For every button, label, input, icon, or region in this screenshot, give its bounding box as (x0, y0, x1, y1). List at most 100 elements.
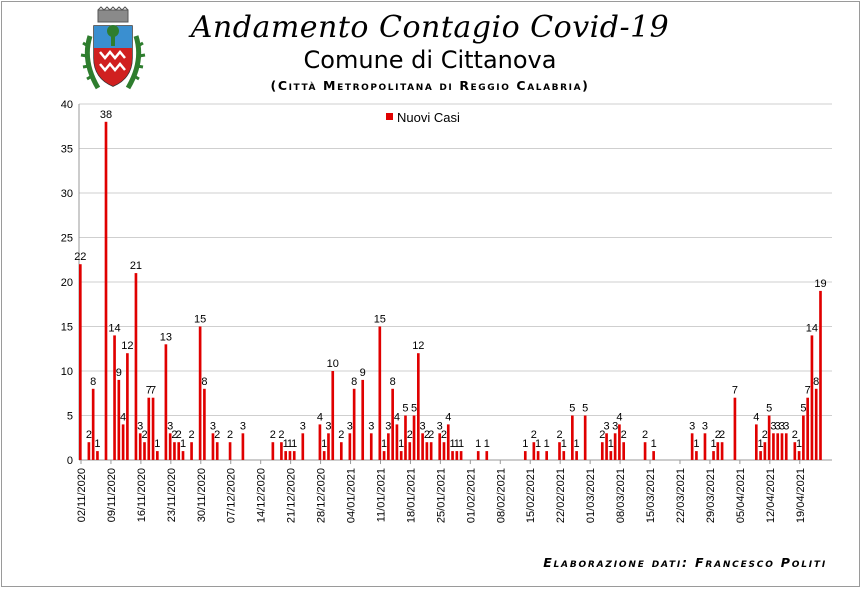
x-tick-label: 16/11/2020 (136, 468, 148, 522)
data-label: 2 (428, 429, 434, 441)
bar (425, 442, 429, 460)
data-label: 12 (412, 340, 424, 352)
data-label: 3 (420, 420, 426, 432)
data-label: 1 (94, 438, 100, 450)
data-label: 1 (321, 438, 327, 450)
data-label: 1 (535, 438, 541, 450)
bar (759, 451, 762, 460)
y-tick-label: 35 (61, 144, 73, 156)
data-label: 2 (719, 429, 725, 441)
y-tick-label: 40 (61, 99, 73, 111)
bar (545, 451, 548, 460)
data-label: 3 (770, 420, 776, 432)
bar (408, 442, 412, 460)
data-label: 2 (441, 429, 447, 441)
bar (558, 442, 561, 460)
bar (352, 388, 356, 460)
legend: Nuovi Casi (386, 110, 460, 125)
x-tick-label: 07/12/2020 (226, 468, 238, 523)
bar (339, 442, 343, 460)
bar (361, 379, 365, 460)
bar (442, 442, 446, 460)
data-label: 15 (194, 314, 206, 326)
data-label: 2 (762, 429, 768, 441)
data-label: 4 (120, 411, 126, 423)
bar (301, 433, 305, 460)
bar (802, 415, 805, 460)
data-label: 2 (621, 429, 627, 441)
x-tick-label: 01/02/2021 (465, 468, 477, 523)
bar (703, 433, 707, 460)
data-label: 3 (368, 420, 374, 432)
y-tick-label: 30 (61, 188, 73, 200)
bar (767, 415, 771, 460)
data-label: 7 (805, 385, 811, 397)
bar (96, 451, 99, 460)
data-label: 7 (150, 385, 156, 397)
data-label: 3 (783, 420, 789, 432)
bar (784, 433, 788, 460)
bar (733, 397, 737, 460)
x-tick-label: 25/01/2021 (435, 468, 447, 523)
x-tick-label: 05/04/2021 (735, 468, 747, 523)
x-tick-label: 02/11/2020 (76, 468, 88, 522)
data-label: 1 (154, 438, 160, 450)
chart-title: Andamento Contagio Covid-19 (190, 10, 670, 45)
data-label: 5 (766, 403, 772, 415)
data-label: 2 (176, 429, 182, 441)
bar (446, 424, 450, 460)
bar (348, 433, 352, 460)
bar (814, 388, 818, 460)
bar (399, 451, 403, 460)
bar (421, 433, 424, 460)
bar (292, 451, 296, 460)
data-label: 2 (792, 429, 798, 441)
data-label: 8 (351, 376, 357, 388)
data-label: 1 (283, 438, 289, 450)
bar (395, 424, 399, 460)
bar (451, 451, 454, 460)
bar (583, 415, 587, 460)
bar (652, 451, 655, 460)
data-label: 3 (437, 420, 443, 432)
data-label: 5 (402, 403, 408, 415)
data-label: 1 (693, 438, 699, 450)
x-tick-label: 11/01/2021 (375, 468, 387, 522)
data-label: 1 (180, 438, 186, 450)
data-label: 2 (531, 429, 537, 441)
bar (763, 442, 767, 460)
y-tick-label: 0 (67, 455, 73, 467)
data-label: 1 (287, 438, 293, 450)
bar (776, 433, 780, 460)
data-label: 3 (325, 420, 331, 432)
x-tick-label: 29/03/2021 (705, 468, 717, 523)
bar (387, 433, 390, 460)
data-label: 1 (561, 438, 567, 450)
bar (609, 451, 613, 460)
bar (643, 442, 647, 460)
x-tick-label: 30/11/2020 (196, 468, 208, 522)
x-tick-label: 18/01/2021 (405, 468, 417, 523)
data-label: 3 (702, 420, 708, 432)
bar (104, 121, 108, 461)
bar (575, 451, 578, 460)
data-label: 19 (814, 278, 826, 290)
data-label: 8 (90, 376, 96, 388)
data-label: 9 (360, 367, 366, 379)
bar (378, 326, 382, 460)
bar (532, 442, 536, 460)
data-label: 4 (317, 411, 323, 423)
bar (228, 442, 232, 460)
data-label: 3 (240, 420, 246, 432)
y-tick-label: 15 (61, 322, 73, 334)
bar (369, 433, 373, 460)
bar (571, 415, 574, 460)
bar (190, 442, 193, 460)
x-tick-label: 21/12/2020 (286, 468, 298, 523)
data-label: 7 (146, 385, 152, 397)
data-label: 2 (189, 429, 195, 441)
bar (695, 451, 698, 460)
bar (416, 353, 420, 460)
x-tick-label: 15/02/2021 (525, 468, 537, 523)
